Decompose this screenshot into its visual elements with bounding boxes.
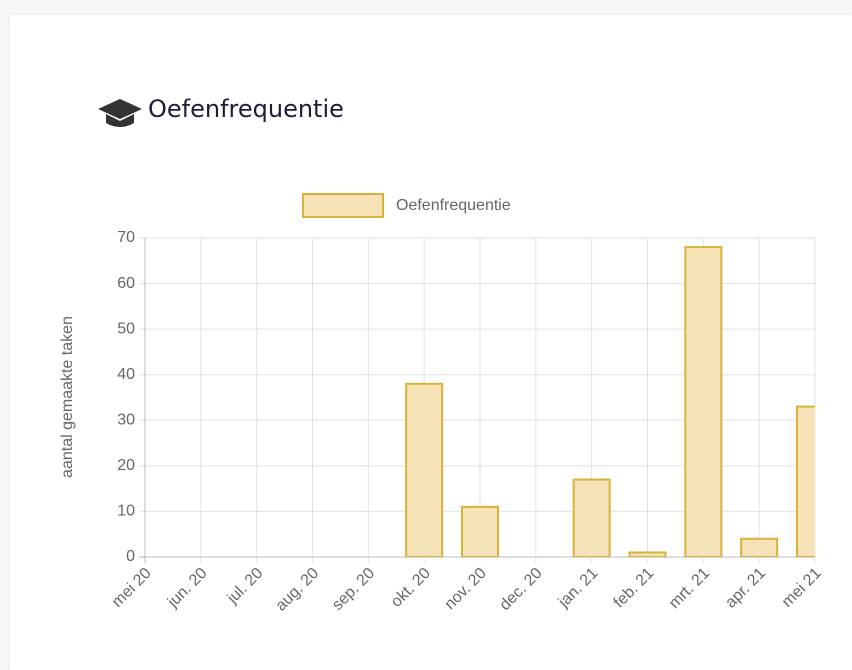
y-tick-label: 70 xyxy=(117,229,135,246)
bar xyxy=(628,551,667,557)
bar xyxy=(740,537,779,557)
y-tick-label: 50 xyxy=(117,320,135,337)
x-tick-label: feb. 21 xyxy=(611,565,658,612)
y-tick-label: 0 xyxy=(126,548,135,565)
x-tick-label: sep. 20 xyxy=(329,565,378,614)
legend-swatch xyxy=(302,193,384,218)
y-tick-label: 40 xyxy=(117,366,135,383)
x-tick-label: jul. 20 xyxy=(224,565,267,608)
y-tick-label: 20 xyxy=(117,457,135,474)
x-tick-label: mei 20 xyxy=(109,565,155,611)
bar xyxy=(796,405,815,557)
card-title: Oefenfrequentie xyxy=(148,95,344,123)
y-tick-label: 10 xyxy=(117,503,135,520)
y-axis-title: aantal gemaakte taken xyxy=(59,316,76,478)
x-tick-label: dec. 20 xyxy=(497,565,546,614)
x-tick-label: apr. 21 xyxy=(722,565,769,612)
bar xyxy=(405,382,444,557)
card-icon xyxy=(98,99,142,127)
x-tick-label: aug. 20 xyxy=(273,565,323,615)
x-tick-label: mei 21 xyxy=(779,565,825,611)
legend-label: Oefenfrequentie xyxy=(396,197,511,214)
bar xyxy=(572,478,611,557)
x-tick-label: jan. 21 xyxy=(555,565,602,612)
x-tick-label: jun. 20 xyxy=(164,565,211,612)
x-tick-label: okt. 20 xyxy=(388,565,434,611)
x-tick-label: nov. 20 xyxy=(442,565,490,613)
bar xyxy=(461,505,499,557)
y-tick-label: 30 xyxy=(117,412,135,429)
y-tick-label: 60 xyxy=(117,275,135,292)
x-tick-label: mrt. 21 xyxy=(666,565,713,612)
bar xyxy=(684,246,723,557)
